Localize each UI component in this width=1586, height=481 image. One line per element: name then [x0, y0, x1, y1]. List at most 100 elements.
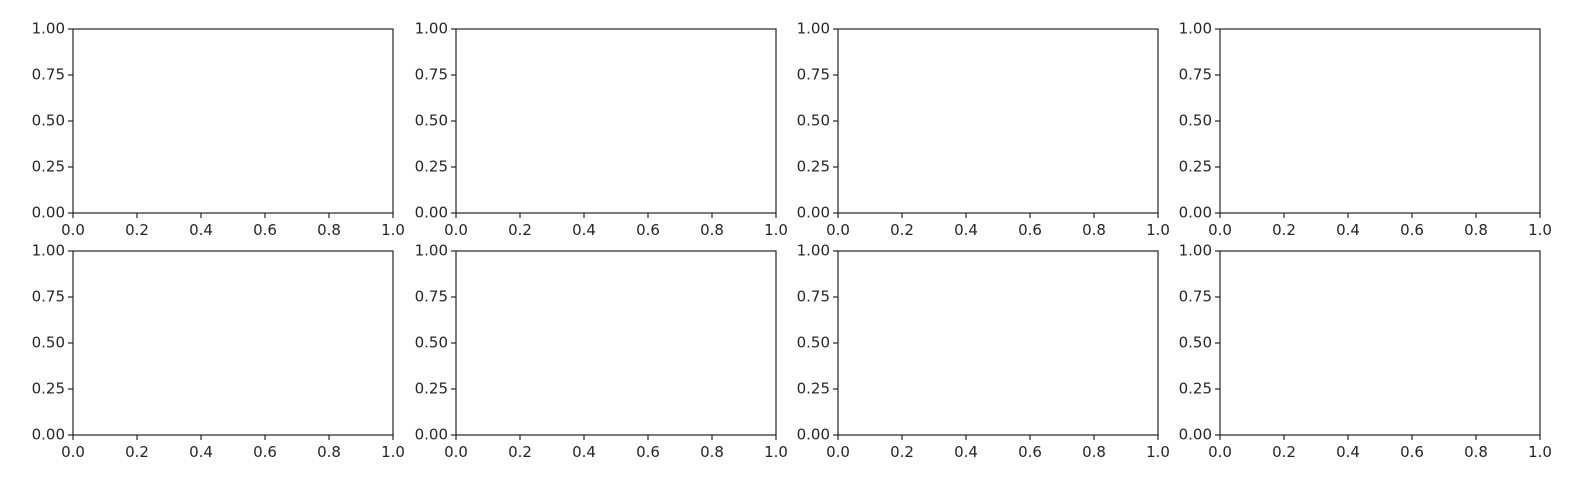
subplot-4-y-tick-label: 0.50	[1179, 112, 1212, 130]
subplot-5-y-tick-label: 0.50	[32, 334, 65, 352]
subplot-2-y-tick-label: 0.75	[415, 66, 448, 84]
subplot-6-x-tick-label: 0.2	[508, 443, 532, 461]
subplot-8-axes-frame	[1219, 250, 1541, 436]
subplot-4-x-tick-label: 0.2	[1272, 221, 1296, 239]
subplot-3-y-tick-label: 0.25	[797, 158, 830, 176]
subplot-8-x-tick-label: 0.0	[1208, 443, 1232, 461]
subplot-1-y-tick-label: 0.25	[32, 158, 65, 176]
subplot-5: 0.00 0.25 0.50 0.75 1.00 0.0 0.2 0.4 0.6 0.8 1.0	[32, 242, 405, 462]
subplot-5-y-tick-label: 1.00	[32, 242, 65, 260]
subplot-8-x-tick-label: 1.0	[1528, 443, 1552, 461]
subplot-3-axes-frame	[837, 28, 1159, 214]
subplot-3-y-tick-label: 0.00	[797, 204, 830, 222]
subplot-1-x-tick-label: 0.6	[253, 221, 277, 239]
subplot-6-x-tick-label: 0.0	[444, 443, 468, 461]
subplot-7-y-tick-label: 1.00	[797, 242, 830, 260]
subplot-2-x-tick-label: 0.8	[700, 221, 724, 239]
subplot-4: 0.00 0.25 0.50 0.75 1.00 0.0 0.2 0.4 0.6 0.8 1.0	[1179, 20, 1552, 240]
subplot-1-x-tick-label: 1.0	[381, 221, 405, 239]
subplot-6-x-tick-label: 0.6	[636, 443, 660, 461]
subplot-7-x-tick-label: 0.6	[1018, 443, 1042, 461]
subplot-5-x-tick-label: 1.0	[381, 443, 405, 461]
subplot-4-x-tick-label: 1.0	[1528, 221, 1552, 239]
subplot-2-x-tick-label: 0.4	[572, 221, 596, 239]
subplot-6-y-tick-label: 0.50	[415, 334, 448, 352]
subplot-4-y-tick-label: 0.75	[1179, 66, 1212, 84]
subplot-4-x-tick-label: 0.0	[1208, 221, 1232, 239]
subplot-1-x-tick-label: 0.8	[317, 221, 341, 239]
subplot-3-x-tick-label: 0.8	[1082, 221, 1106, 239]
subplot-8-y-tick-label: 0.25	[1179, 380, 1212, 398]
subplot-6-y-tick-label: 0.25	[415, 380, 448, 398]
subplot-3-y-tick-label: 0.75	[797, 66, 830, 84]
subplot-7-x-tick-label: 0.4	[954, 443, 978, 461]
subplot-2-y-tick-label: 1.00	[415, 20, 448, 38]
subplot-4-x-tick-label: 0.6	[1400, 221, 1424, 239]
subplot-3-y-tick-label: 1.00	[797, 20, 830, 38]
subplot-4-y-tick-label: 0.00	[1179, 204, 1212, 222]
subplot-7-x-tick-label: 0.8	[1082, 443, 1106, 461]
subplot-8-y-tick-label: 0.50	[1179, 334, 1212, 352]
subplot-7-y-tick-label: 0.50	[797, 334, 830, 352]
subplot-6-x-tick-label: 0.8	[700, 443, 724, 461]
subplot-8-y-tick-label: 1.00	[1179, 242, 1212, 260]
subplot-3-x-tick-label: 1.0	[1146, 221, 1170, 239]
subplot-5-y-tick-label: 0.25	[32, 380, 65, 398]
subplot-5-y-tick-label: 0.00	[32, 426, 65, 444]
subplot-3-x-tick-label: 0.6	[1018, 221, 1042, 239]
subplot-3-x-tick-label: 0.4	[954, 221, 978, 239]
subplot-7-x-tick-label: 0.2	[890, 443, 914, 461]
subplot-6-y-tick-label: 1.00	[415, 242, 448, 260]
subplot-2-x-tick-label: 0.0	[444, 221, 468, 239]
subplot-4-y-tick-label: 0.25	[1179, 158, 1212, 176]
subplot-7-x-tick-label: 1.0	[1146, 443, 1170, 461]
subplot-1-x-tick-label: 0.2	[125, 221, 149, 239]
subplot-5-x-tick-label: 0.8	[317, 443, 341, 461]
subplot-5-y-tick-label: 0.75	[32, 288, 65, 306]
subplot-4-y-tick-label: 1.00	[1179, 20, 1212, 38]
subplot-8: 0.00 0.25 0.50 0.75 1.00 0.0 0.2 0.4 0.6 0.8 1.0	[1179, 242, 1552, 462]
subplot-4-x-tick-label: 0.8	[1464, 221, 1488, 239]
subplot-2-y-tick-label: 0.25	[415, 158, 448, 176]
subplot-6-y-tick-label: 0.00	[415, 426, 448, 444]
subplot-7-axes-frame	[837, 250, 1159, 436]
subplot-5-x-tick-label: 0.4	[189, 443, 213, 461]
subplot-8-x-tick-label: 0.6	[1400, 443, 1424, 461]
subplot-3-x-tick-label: 0.0	[826, 221, 850, 239]
subplot-6-x-tick-label: 1.0	[764, 443, 788, 461]
subplot-2-x-tick-label: 0.2	[508, 221, 532, 239]
subplot-7-y-tick-label: 0.00	[797, 426, 830, 444]
subplot-2-y-tick-label: 0.50	[415, 112, 448, 130]
subplot-7-y-tick-label: 0.75	[797, 288, 830, 306]
subplot-8-x-tick-label: 0.4	[1336, 443, 1360, 461]
subplot-4-axes-frame	[1219, 28, 1541, 214]
subplot-1-y-tick-label: 0.00	[32, 204, 65, 222]
subplot-1-y-tick-label: 0.50	[32, 112, 65, 130]
subplot-5-x-tick-label: 0.0	[61, 443, 85, 461]
subplot-2-y-tick-label: 0.00	[415, 204, 448, 222]
subplot-8-x-tick-label: 0.8	[1464, 443, 1488, 461]
subplot-5-x-tick-label: 0.2	[125, 443, 149, 461]
subplot-1-x-tick-label: 0.0	[61, 221, 85, 239]
subplot-2: 0.00 0.25 0.50 0.75 1.00 0.0 0.2 0.4 0.6 0.8 1.0	[415, 20, 788, 240]
subplot-1: 0.00 0.25 0.50 0.75 1.00 0.0 0.2 0.4 0.6 0.8 1.0	[32, 20, 405, 240]
subplot-3: 0.00 0.25 0.50 0.75 1.00 0.0 0.2 0.4 0.6 0.8 1.0	[797, 20, 1170, 240]
subplot-5-axes-frame	[72, 250, 394, 436]
subplot-3-x-tick-label: 0.2	[890, 221, 914, 239]
subplot-8-y-tick-label: 0.75	[1179, 288, 1212, 306]
subplot-7: 0.00 0.25 0.50 0.75 1.00 0.0 0.2 0.4 0.6 0.8 1.0	[797, 242, 1170, 462]
subplot-1-axes-frame	[72, 28, 394, 214]
subplot-4-x-tick-label: 0.4	[1336, 221, 1360, 239]
subplot-6: 0.00 0.25 0.50 0.75 1.00 0.0 0.2 0.4 0.6 0.8 1.0	[415, 242, 788, 462]
subplot-8-x-tick-label: 0.2	[1272, 443, 1296, 461]
subplot-5-x-tick-label: 0.6	[253, 443, 277, 461]
subplot-3-y-tick-label: 0.50	[797, 112, 830, 130]
subplot-6-axes-frame	[455, 250, 777, 436]
subplot-6-x-tick-label: 0.4	[572, 443, 596, 461]
subplot-8-y-tick-label: 0.00	[1179, 426, 1212, 444]
subplot-2-x-tick-label: 0.6	[636, 221, 660, 239]
subplot-6-y-tick-label: 0.75	[415, 288, 448, 306]
subplot-7-x-tick-label: 0.0	[826, 443, 850, 461]
subplot-1-x-tick-label: 0.4	[189, 221, 213, 239]
